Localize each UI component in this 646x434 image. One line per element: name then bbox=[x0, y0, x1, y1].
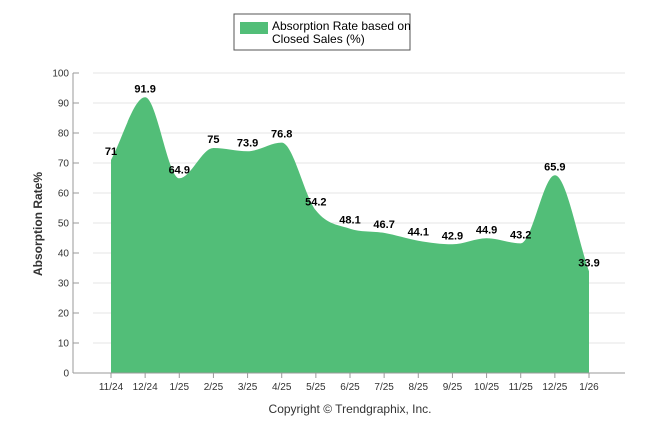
data-labels: 71 91.9 64.9 75 73.9 76.8 54.2 48.1 46.7 44.1 42.9… bbox=[105, 83, 600, 269]
y-tick-label: 40 bbox=[58, 249, 70, 260]
x-tick-label: 8/25 bbox=[409, 382, 429, 393]
y-tick-label: 10 bbox=[58, 339, 70, 350]
data-label: 76.8 bbox=[271, 129, 292, 141]
x-tick-label: 7/25 bbox=[374, 382, 394, 393]
x-tick-label: 10/25 bbox=[474, 382, 499, 393]
data-label: 91.9 bbox=[134, 83, 155, 95]
y-tick-label: 70 bbox=[58, 159, 70, 170]
data-label: 46.7 bbox=[373, 219, 394, 231]
legend[interactable]: Absorption Rate based on Closed Sales (%… bbox=[233, 13, 411, 51]
data-label: 44.9 bbox=[476, 224, 497, 236]
x-tick-label: 1/26 bbox=[579, 382, 599, 393]
data-label: 71 bbox=[105, 146, 117, 158]
copyright-credit: Copyright © Trendgraphix, Inc. bbox=[269, 402, 432, 416]
legend-swatch bbox=[240, 22, 268, 34]
y-tick-label: 50 bbox=[58, 219, 70, 230]
data-label: 64.9 bbox=[169, 164, 190, 176]
data-label: 44.1 bbox=[408, 227, 429, 239]
x-tick-label: 11/25 bbox=[509, 382, 534, 393]
y-tick-label: 0 bbox=[63, 369, 69, 380]
area-series bbox=[111, 97, 589, 374]
x-tick-label: 5/25 bbox=[306, 382, 326, 393]
x-tick-label: 2/25 bbox=[204, 382, 224, 393]
y-tick-label: 80 bbox=[58, 129, 70, 140]
x-tick-label: 6/25 bbox=[340, 382, 360, 393]
data-label: 43.2 bbox=[510, 229, 531, 241]
y-tick-label: 30 bbox=[58, 279, 70, 290]
y-tick-label: 100 bbox=[52, 69, 69, 80]
data-label: 65.9 bbox=[544, 161, 565, 173]
x-tick-label: 1/25 bbox=[170, 382, 190, 393]
data-label: 73.9 bbox=[237, 137, 258, 149]
data-label: 48.1 bbox=[339, 215, 360, 227]
y-tick-label: 90 bbox=[58, 99, 70, 110]
area-fill bbox=[111, 97, 589, 374]
data-label: 75 bbox=[207, 134, 219, 146]
y-tick-label: 60 bbox=[58, 189, 70, 200]
x-tick-label: 12/24 bbox=[133, 382, 158, 393]
legend-label-line2: Closed Sales (%) bbox=[272, 32, 365, 46]
y-tick-labels: 0 10 20 30 40 50 60 70 80 90 100 bbox=[52, 69, 79, 380]
y-tick-label: 20 bbox=[58, 309, 70, 320]
x-tick-label: 11/24 bbox=[99, 382, 124, 393]
data-label: 33.9 bbox=[578, 257, 599, 269]
x-tick-label: 4/25 bbox=[272, 382, 292, 393]
x-tick-label: 12/25 bbox=[542, 382, 567, 393]
x-tick-label: 3/25 bbox=[238, 382, 258, 393]
x-tick-labels: 11/24 12/24 1/25 2/25 3/25 4/25 5/25 6/25 7/25 8/… bbox=[99, 382, 599, 393]
x-tick-label: 9/25 bbox=[443, 382, 463, 393]
data-label: 54.2 bbox=[305, 196, 326, 208]
y-axis-title: Absorption Rate% bbox=[31, 172, 45, 276]
legend-label-line1: Absorption Rate based on bbox=[272, 19, 411, 33]
data-label: 42.9 bbox=[442, 230, 463, 242]
